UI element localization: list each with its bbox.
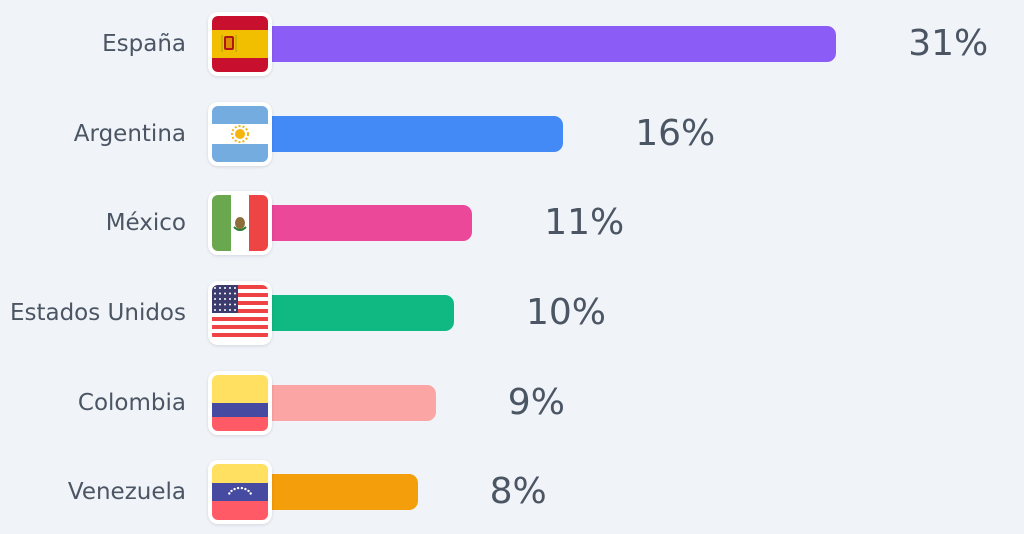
argentina-flag-icon bbox=[208, 102, 272, 166]
value-label: 16% bbox=[635, 113, 716, 154]
bar bbox=[272, 116, 564, 152]
bar bbox=[272, 385, 436, 421]
value-label: 9% bbox=[507, 382, 565, 423]
value-label: 8% bbox=[489, 471, 547, 512]
category-label: Argentina bbox=[73, 121, 186, 147]
category-label: Colombia bbox=[77, 390, 186, 416]
colombia-flag-icon bbox=[208, 371, 272, 435]
bar bbox=[272, 205, 473, 241]
bar bbox=[272, 295, 454, 331]
bar bbox=[272, 26, 837, 62]
category-label: Venezuela bbox=[67, 479, 186, 505]
value-label: 11% bbox=[544, 202, 625, 243]
spain-flag-icon bbox=[208, 12, 272, 76]
usa-flag-icon bbox=[208, 281, 272, 345]
venezuela-flag-icon bbox=[208, 460, 272, 524]
value-label: 31% bbox=[908, 23, 989, 64]
category-label: México bbox=[105, 210, 186, 236]
value-label: 10% bbox=[526, 292, 607, 333]
category-label: España bbox=[102, 31, 186, 57]
mexico-flag-icon bbox=[208, 191, 272, 255]
bar bbox=[272, 474, 418, 510]
category-label: Estados Unidos bbox=[9, 300, 186, 326]
